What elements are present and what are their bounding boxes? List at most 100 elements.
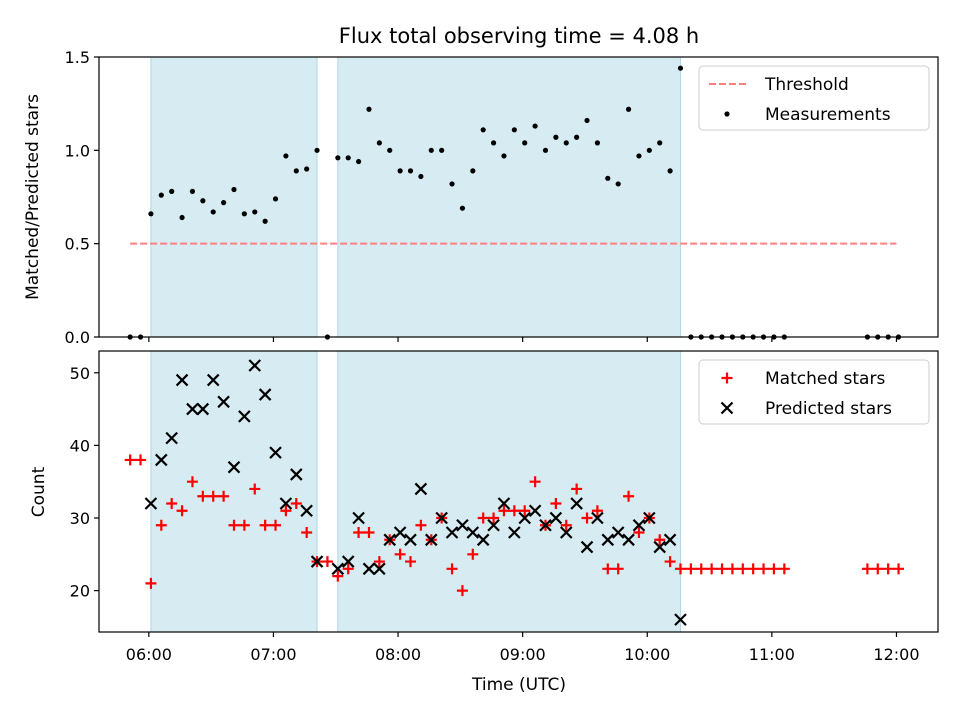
axes-frame [98,350,939,633]
matched-star-point [249,483,261,495]
predicted-star-point [393,526,407,539]
measurement-point [314,147,320,153]
matched-star-point [623,490,635,502]
axes-frame [98,56,939,338]
matched-star-point [778,563,790,575]
x-tick-label: 10:00 [624,645,670,664]
series-group [127,65,902,340]
predicted-star-point [549,511,563,525]
predicted-star-point [570,497,583,510]
predicted-star-point [601,533,615,547]
predicted-star-point [362,562,376,576]
measurement-point [428,147,434,153]
measurement-point [449,181,455,187]
matched-star-point [259,519,271,531]
matched-star-point [332,570,344,582]
measurement-point [522,140,528,146]
x-axis-label: Time (UTC) [471,675,566,695]
matched-star-point [633,527,645,539]
matched-star-point [467,548,479,560]
measurement-point [439,147,445,153]
matched-star-point [529,476,541,488]
measurement-point [262,218,268,224]
predicted-star-point [383,533,397,547]
legend: Threshold Measurements [698,65,930,131]
predicted-star-point [559,526,573,539]
predicted-star-point [528,504,542,518]
matched-star-point [446,563,458,575]
matched-star-point [508,505,520,517]
predicted-star-point [653,540,666,554]
matched-star-point [654,534,666,546]
matched-star-point [477,512,489,524]
measurement-point [636,153,642,159]
predicted-star-point [269,446,282,459]
matched-star-point [207,490,219,502]
shaded-interval [150,350,318,633]
matched-star-point [290,497,302,509]
matched-star-point [685,563,697,575]
predicted-star-point [445,526,459,539]
matched-star-point [301,527,313,539]
y-tick-label: 0.0 [65,328,90,347]
measurement-point [625,106,632,112]
x-tick-label: 06:00 [126,645,172,664]
legend-measurement-marker [724,111,730,117]
y-tick-label: 30 [70,509,90,528]
measurement-point [563,140,569,146]
legend: Matched stars Predicted stars [698,359,930,425]
matched-star-point [882,563,894,575]
shaded-interval [150,56,318,338]
measurement-point [200,198,206,204]
predicted-star-point [331,562,345,576]
measurement-point [169,188,175,194]
shaded-interval [337,56,681,338]
predicted-star-point [290,468,303,481]
predicted-star-point [643,511,656,525]
predicted-star-point [508,526,521,539]
bottom-axes: 20 30 40 50 06:00 07:00 08:00 09:00 10:00 11:00 12… [70,350,939,664]
series-group [124,359,905,626]
predicted-star-point [435,511,448,525]
y-tick-label: 20 [70,582,90,601]
matched-star-point [405,556,417,568]
predicted-star-point [404,533,417,547]
legend-box [698,65,930,131]
predicted-star-point [674,613,687,626]
matched-star-point [861,563,873,575]
matched-star-point [706,563,718,575]
predicted-star-point [175,373,189,387]
measurement-point [179,214,185,221]
legend-matched-marker [721,372,733,384]
predicted-star-point [165,431,178,445]
bottom-ylabel: Count [29,466,49,517]
x-tick-label: 07:00 [250,645,296,664]
matched-star-point [394,548,406,560]
matched-star-point [270,519,282,531]
matched-star-point [737,563,749,575]
predicted-star-point [414,482,428,496]
matched-star-point [218,490,230,502]
measurement-point [657,140,663,146]
matched-star-point [571,483,583,495]
predicted-star-point [424,533,438,547]
top-axes: 0.0 0.5 1.0 1.5 Threshold Measurements [65,48,939,347]
predicted-star-point [518,511,532,525]
predicted-star-point [663,533,677,547]
y-tick-label: 1.0 [65,141,90,160]
measurement-point [501,153,507,159]
predicted-star-point [227,460,241,474]
measurement-point [148,211,154,217]
legend-box [698,359,930,425]
measurement-point [574,134,580,140]
matched-star-point [228,519,240,531]
matched-star-point [197,490,209,502]
predicted-star-point [279,497,293,510]
predicted-star-point [196,402,210,416]
predicted-star-point [186,402,199,416]
matched-star-point [342,563,354,575]
matched-star-point [155,519,167,531]
x-tick-label: 11:00 [749,645,795,664]
measurement-point [221,200,227,206]
